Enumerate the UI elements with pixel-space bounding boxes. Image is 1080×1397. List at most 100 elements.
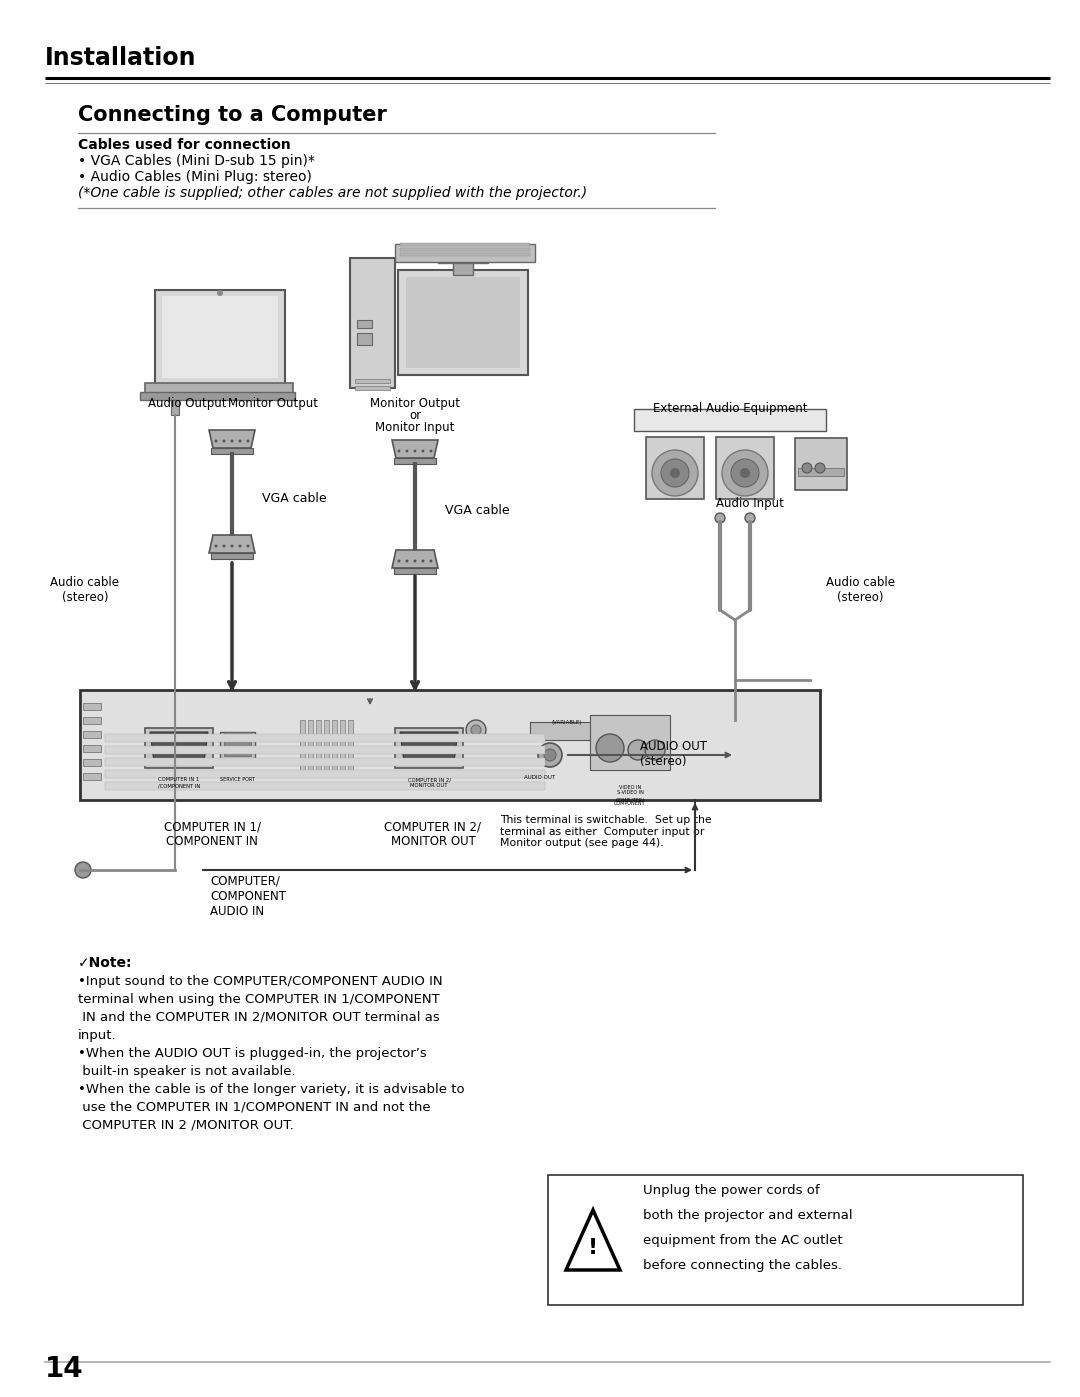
Circle shape [239, 545, 242, 548]
Text: Monitor Output: Monitor Output [370, 397, 460, 409]
Circle shape [230, 440, 233, 443]
Bar [83, 703, 102, 710]
Text: Audio cable
(stereo): Audio cable (stereo) [825, 576, 894, 604]
Circle shape [627, 740, 648, 760]
Circle shape [414, 450, 417, 453]
Text: S-VIDEO IN: S-VIDEO IN [617, 789, 644, 795]
Circle shape [430, 560, 432, 563]
Circle shape [397, 450, 401, 453]
Bar [795, 439, 847, 490]
Bar [394, 569, 436, 574]
Text: • VGA Cables (Mini D-sub 15 pin)*: • VGA Cables (Mini D-sub 15 pin)* [78, 154, 315, 168]
Circle shape [715, 513, 725, 522]
Text: Audio cable
(stereo): Audio cable (stereo) [51, 576, 120, 604]
Bar [324, 719, 329, 775]
FancyBboxPatch shape [634, 409, 826, 432]
Bar [395, 728, 463, 768]
Circle shape [723, 450, 768, 496]
Bar [145, 383, 293, 395]
Circle shape [217, 291, 222, 296]
Text: before connecting the cables.: before connecting the cables. [643, 1259, 842, 1273]
Text: (VARIABLE): (VARIABLE) [552, 719, 582, 725]
Text: This terminal is switchable.  Set up the
terminal as either  Computer input or
M: This terminal is switchable. Set up the … [500, 814, 712, 848]
Circle shape [215, 440, 217, 443]
Bar [83, 731, 102, 738]
Text: COMPUTER IN 1/
COMPONENT IN: COMPUTER IN 1/ COMPONENT IN [163, 820, 260, 848]
Bar [340, 719, 345, 775]
Text: Installation: Installation [45, 46, 197, 70]
Circle shape [815, 462, 825, 474]
Bar [105, 733, 545, 742]
Text: SERVICE PORT: SERVICE PORT [219, 777, 255, 782]
Text: Monitor Input: Monitor Input [376, 420, 455, 434]
Text: COMPUTER/
COMPONENT
AUDIO IN: COMPUTER/ COMPONENT AUDIO IN [210, 875, 286, 918]
Text: Monitor Output: Monitor Output [228, 397, 318, 409]
Text: built-in speaker is not available.: built-in speaker is not available. [78, 1065, 296, 1078]
Bar [355, 386, 390, 390]
Text: 14: 14 [45, 1355, 83, 1383]
Circle shape [239, 440, 242, 443]
Bar [357, 320, 372, 328]
Circle shape [802, 462, 812, 474]
Text: ✓Note:: ✓Note: [78, 956, 133, 970]
Circle shape [471, 725, 481, 735]
Bar [220, 732, 255, 760]
Text: Unplug the power cords of: Unplug the power cords of [643, 1185, 820, 1197]
Bar [162, 296, 278, 379]
Polygon shape [566, 1210, 620, 1270]
Circle shape [661, 460, 689, 488]
Bar [211, 553, 253, 559]
Bar [590, 715, 670, 770]
Circle shape [75, 862, 91, 877]
Text: COMPUTER IN 2/: COMPUTER IN 2/ [407, 777, 450, 782]
Circle shape [740, 468, 750, 478]
Text: use the COMPUTER IN 1/COMPONENT IN and not the: use the COMPUTER IN 1/COMPONENT IN and n… [78, 1101, 431, 1113]
Circle shape [430, 450, 432, 453]
Circle shape [731, 460, 759, 488]
Text: AUDIO OUT
(stereo): AUDIO OUT (stereo) [640, 740, 707, 768]
Circle shape [414, 560, 417, 563]
Circle shape [421, 450, 424, 453]
Text: •Input sound to the COMPUTER/COMPONENT AUDIO IN: •Input sound to the COMPUTER/COMPONENT A… [78, 975, 443, 988]
Text: Audio Output: Audio Output [148, 397, 227, 409]
Bar [83, 717, 102, 724]
Bar [400, 249, 530, 251]
Bar [224, 732, 251, 756]
Bar [83, 759, 102, 766]
Circle shape [246, 440, 249, 443]
Text: • Audio Cables (Mini Plug: stereo): • Audio Cables (Mini Plug: stereo) [78, 170, 312, 184]
Polygon shape [400, 732, 458, 761]
Bar [332, 719, 337, 775]
Circle shape [465, 719, 486, 740]
Text: terminal when using the COMPUTER IN 1/COMPONENT: terminal when using the COMPUTER IN 1/CO… [78, 993, 440, 1006]
Circle shape [745, 513, 755, 522]
Bar [798, 468, 843, 476]
Bar [105, 770, 545, 778]
Text: both the projector and external: both the projector and external [643, 1208, 852, 1222]
Bar [395, 244, 535, 263]
Text: Connecting to a Computer: Connecting to a Computer [78, 105, 387, 124]
Bar [357, 332, 372, 345]
Bar [394, 458, 436, 464]
Bar [83, 773, 102, 780]
Bar [453, 260, 473, 275]
Text: !: ! [588, 1238, 598, 1259]
Bar [83, 745, 102, 752]
Circle shape [222, 440, 226, 443]
Polygon shape [210, 430, 255, 448]
Polygon shape [210, 535, 255, 553]
Bar [350, 258, 395, 388]
Text: COMPUTER IN 2/
MONITOR OUT: COMPUTER IN 2/ MONITOR OUT [384, 820, 482, 848]
Bar [156, 291, 285, 386]
Text: /COMPONENT IN: /COMPONENT IN [158, 782, 200, 788]
Circle shape [596, 733, 624, 761]
Polygon shape [392, 440, 438, 458]
Bar [399, 270, 528, 374]
Text: •When the cable is of the longer variety, it is advisable to: •When the cable is of the longer variety… [78, 1083, 464, 1097]
Bar [105, 782, 545, 789]
Bar [300, 719, 305, 775]
Circle shape [645, 740, 665, 760]
Circle shape [215, 545, 217, 548]
Text: COMPONENT: COMPONENT [615, 800, 646, 806]
Circle shape [222, 545, 226, 548]
